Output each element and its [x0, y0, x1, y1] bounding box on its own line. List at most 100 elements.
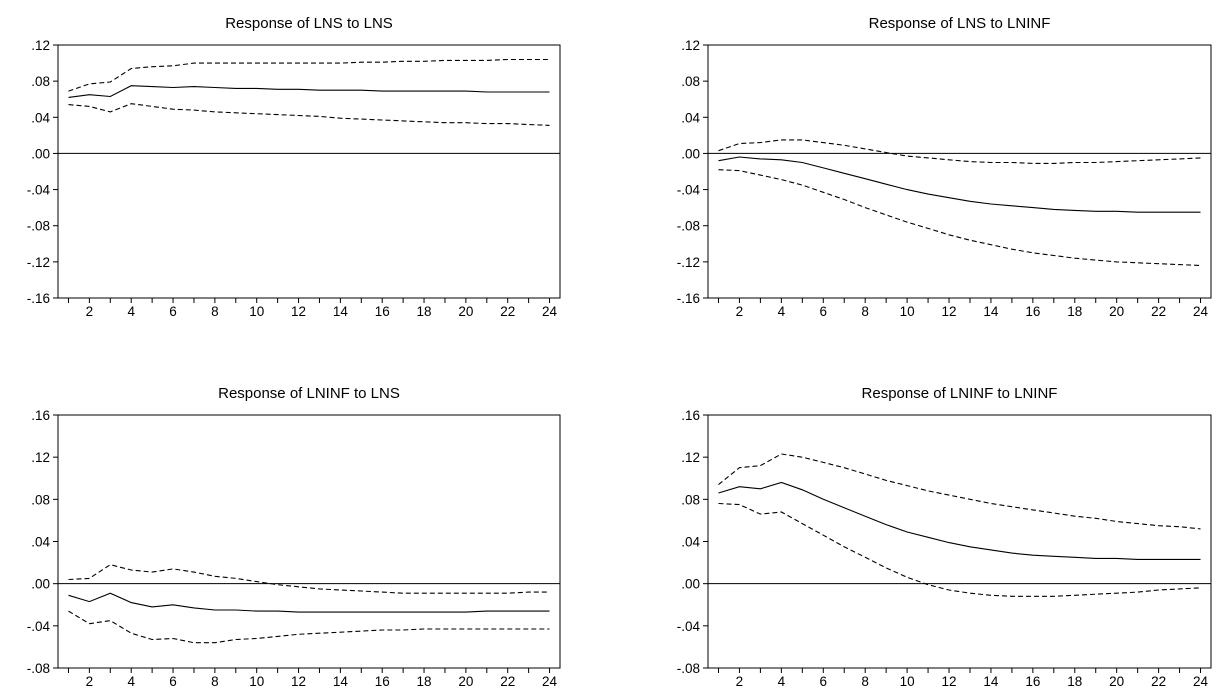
x-tick-label: 16 [1025, 674, 1040, 688]
x-tick-label: 8 [861, 674, 869, 688]
x-tick-label: 20 [458, 304, 473, 319]
upper-band-line [718, 453, 1201, 530]
y-tick-label: .12 [31, 450, 50, 465]
y-tick-label: -.16 [27, 291, 50, 306]
response-line [68, 592, 550, 613]
x-tick-label: 2 [86, 304, 94, 319]
y-tick-label: -.08 [27, 219, 50, 234]
x-tick-label: 12 [291, 304, 306, 319]
x-tick-label: 10 [900, 674, 915, 688]
x-tick-label: 18 [1067, 674, 1082, 688]
x-tick-label: 24 [542, 304, 558, 319]
x-tick-label: 22 [500, 304, 515, 319]
chart-title: Response of LNINF to LNINF [862, 385, 1058, 402]
x-tick-label: 8 [861, 304, 869, 319]
x-tick-label: 18 [1067, 304, 1082, 319]
chart-title: Response of LNS to LNS [225, 15, 393, 32]
y-tick-label: .04 [31, 535, 50, 550]
x-tick-label: 6 [169, 674, 177, 688]
y-tick-label: .00 [31, 146, 50, 161]
x-tick-label: 12 [942, 674, 957, 688]
x-tick-label: 12 [291, 674, 306, 688]
x-tick-label: 6 [169, 304, 177, 319]
x-tick-label: 16 [375, 304, 390, 319]
x-tick-label: 8 [211, 674, 219, 688]
x-tick-label: 18 [417, 674, 432, 688]
y-tick-label: .04 [681, 535, 700, 550]
plot-frame [57, 414, 561, 669]
x-tick-label: 6 [820, 674, 828, 688]
x-tick-label: 16 [1025, 304, 1040, 319]
y-tick-label: -.16 [677, 291, 700, 306]
lower-band-line [718, 502, 1201, 597]
x-tick-label: 20 [1109, 304, 1124, 319]
plot-frame [57, 44, 561, 299]
x-tick-label: 12 [942, 304, 957, 319]
chart-panel-4: Response of LNINF to LNINF -.08 -.04 .00 .04… [677, 385, 1212, 688]
plot-frame [707, 414, 1212, 669]
x-tick-label: 22 [1151, 304, 1166, 319]
y-tick-label: .16 [31, 408, 50, 423]
chart-panel-1: Response of LNS to LNS -.16 -.12 -.08 -.04 .0… [27, 15, 561, 319]
chart-title: Response of LNS to LNINF [869, 15, 1051, 32]
y-tick-label: .08 [31, 74, 50, 89]
x-tick-label: 2 [86, 674, 94, 688]
x-tick-label: 2 [736, 304, 744, 319]
chart-panel-3: Response of LNINF to LNS -.08 -.04 .00 .04 .0… [27, 385, 561, 688]
y-tick-label: -.04 [27, 619, 51, 634]
y-tick-label: -.08 [27, 661, 50, 676]
y-tick-label: .08 [681, 74, 700, 89]
y-tick-label: -.04 [27, 183, 51, 198]
y-tick-label: .12 [681, 450, 700, 465]
x-tick-label: 16 [375, 674, 390, 688]
y-tick-label: .12 [681, 38, 700, 53]
y-tick-label: .00 [681, 577, 700, 592]
x-tick-label: 14 [333, 674, 349, 688]
x-tick-label: 24 [1193, 304, 1209, 319]
x-tick-label: 20 [1109, 674, 1124, 688]
upper-band-line [718, 139, 1201, 164]
plot-frame [707, 44, 1212, 299]
x-tick-label: 14 [983, 304, 999, 319]
x-tick-label: 4 [127, 304, 135, 319]
lower-band-line [68, 610, 550, 644]
y-tick-label: -.08 [677, 661, 700, 676]
y-tick-label: .00 [681, 146, 700, 161]
x-tick-label: 20 [458, 674, 473, 688]
x-tick-label: 4 [778, 674, 786, 688]
x-tick-label: 10 [900, 304, 915, 319]
y-tick-label: -.12 [677, 255, 700, 270]
x-tick-label: 2 [736, 674, 744, 688]
y-tick-label: .16 [681, 408, 700, 423]
y-tick-label: -.08 [677, 219, 700, 234]
x-tick-label: 4 [127, 674, 135, 688]
x-tick-label: 4 [778, 304, 786, 319]
x-tick-label: 24 [542, 674, 558, 688]
y-tick-label: .04 [31, 110, 50, 125]
chart-title: Response of LNINF to LNS [218, 385, 400, 402]
chart-panel-2: Response of LNS to LNINF -.16 -.12 -.08 -.04… [677, 15, 1212, 319]
y-tick-label: -.04 [677, 619, 701, 634]
y-tick-label: .00 [31, 577, 50, 592]
x-tick-label: 22 [500, 674, 515, 688]
y-tick-label: .12 [31, 38, 50, 53]
upper-band-line [68, 564, 550, 594]
x-tick-label: 14 [333, 304, 349, 319]
y-tick-label: -.12 [27, 255, 50, 270]
y-tick-label: .04 [681, 110, 700, 125]
y-tick-label: -.04 [677, 183, 701, 198]
x-tick-label: 22 [1151, 674, 1166, 688]
response-line [718, 481, 1201, 560]
x-tick-label: 18 [417, 304, 432, 319]
y-tick-label: .08 [681, 492, 700, 507]
x-tick-label: 14 [983, 674, 999, 688]
lower-band-line [718, 169, 1201, 267]
x-tick-label: 10 [249, 674, 264, 688]
x-tick-label: 6 [820, 304, 828, 319]
response-line [718, 156, 1201, 213]
lower-band-line [68, 103, 550, 126]
response-line [68, 85, 550, 98]
y-tick-label: .08 [31, 492, 50, 507]
x-tick-label: 24 [1193, 674, 1209, 688]
